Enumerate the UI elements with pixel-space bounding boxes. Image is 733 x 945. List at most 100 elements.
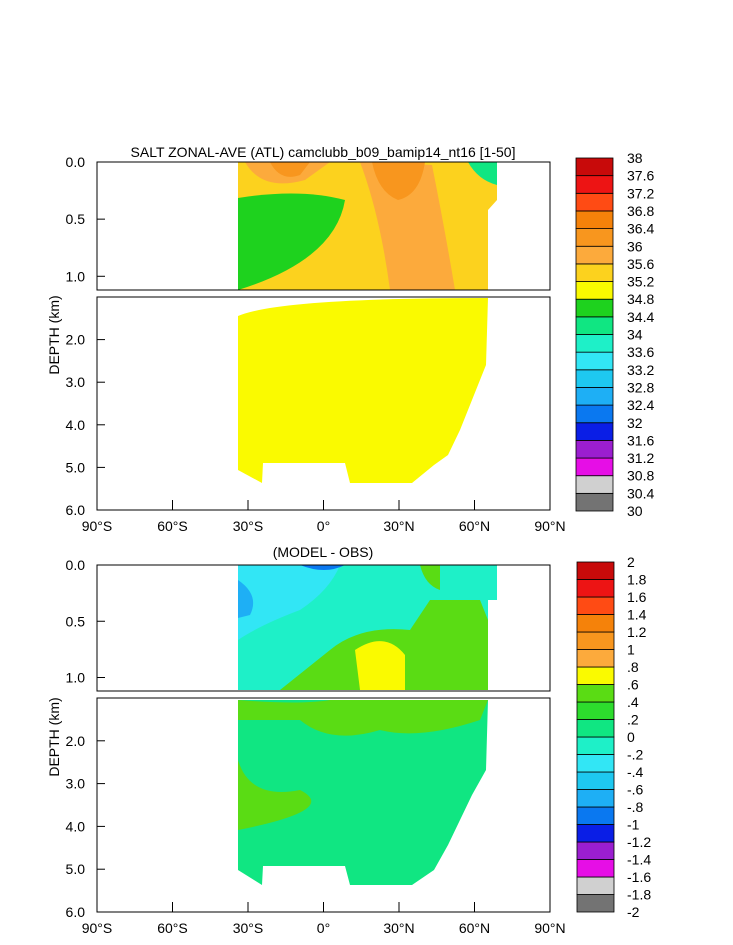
colorbar-label: .6 bbox=[627, 677, 639, 693]
colorbar-label: 30.4 bbox=[627, 485, 654, 501]
x-tick-label: 60°N bbox=[459, 518, 490, 534]
x-tick-label: 60°N bbox=[459, 920, 490, 936]
salinity-upper-frame bbox=[96, 161, 551, 291]
x-tick-label: 0° bbox=[317, 518, 330, 534]
colorbar-label: 33.2 bbox=[627, 362, 654, 378]
colorbar-swatch bbox=[575, 334, 614, 353]
colorbar-label: 32.4 bbox=[627, 397, 654, 413]
difference-panel: (MODEL - OBS) DEPTH (km) 90°S 60°S 30°S 0° 3… bbox=[46, 544, 651, 936]
colorbar-label: 38 bbox=[627, 150, 643, 166]
y-tick-label: 2.0 bbox=[66, 332, 86, 348]
colorbar-label: 30.8 bbox=[627, 468, 654, 484]
colorbar-label: 32.8 bbox=[627, 379, 654, 395]
colorbar-swatch bbox=[575, 316, 614, 335]
colorbar-label: 37.6 bbox=[627, 168, 654, 184]
y-tick-label: 4.0 bbox=[66, 818, 86, 834]
y-tick-label: 6.0 bbox=[66, 904, 86, 920]
y-tick-label: 3.0 bbox=[66, 776, 86, 792]
colorbar-swatch bbox=[575, 351, 614, 371]
colorbar-label: 32 bbox=[627, 415, 643, 431]
difference-field bbox=[238, 565, 497, 885]
colorbar-label: 1.8 bbox=[627, 572, 647, 588]
colorbar-swatch bbox=[576, 789, 615, 808]
y-tick-label: 2.0 bbox=[66, 733, 86, 749]
colorbar-swatch bbox=[575, 263, 614, 282]
salinity-title: SALT ZONAL-AVE (ATL) camclubb_b09_bamip1… bbox=[131, 144, 516, 160]
salinity-colorbar: 3837.637.236.836.43635.635.234.834.43433… bbox=[575, 150, 654, 519]
salinity-ylabel: DEPTH (km) bbox=[46, 295, 62, 374]
colorbar-swatch bbox=[575, 422, 614, 441]
colorbar-swatch bbox=[576, 579, 615, 598]
colorbar-swatch bbox=[576, 631, 615, 650]
difference-title: (MODEL - OBS) bbox=[273, 544, 374, 560]
colorbar-label: -.8 bbox=[627, 799, 644, 815]
colorbar-swatch bbox=[576, 754, 615, 773]
x-tick-label: 90°S bbox=[82, 920, 113, 936]
x-tick-label: 90°N bbox=[534, 920, 565, 936]
x-tick-label: 90°S bbox=[82, 518, 113, 534]
x-tick-label: 30°S bbox=[233, 518, 264, 534]
salinity-y-axis: 0.0 0.5 1.0 2.0 3.0 4.0 5.0 6.0 bbox=[66, 154, 105, 518]
colorbar-label: -.2 bbox=[627, 747, 644, 763]
colorbar-swatch bbox=[576, 561, 615, 580]
colorbar-swatch bbox=[576, 719, 615, 738]
colorbar-label: 34.8 bbox=[627, 291, 654, 307]
x-tick-label: 90°N bbox=[534, 518, 565, 534]
colorbar-swatch bbox=[576, 859, 615, 878]
y-tick-label: 5.0 bbox=[66, 459, 86, 475]
colorbar-label: 1.6 bbox=[627, 589, 647, 605]
colorbar-swatch bbox=[576, 876, 615, 895]
colorbar-label: -.6 bbox=[627, 782, 644, 798]
colorbar-label: 1.2 bbox=[627, 624, 647, 640]
colorbar-swatch bbox=[576, 684, 615, 703]
y-tick-label: 4.0 bbox=[66, 417, 86, 433]
colorbar-label: 36 bbox=[627, 238, 643, 254]
y-tick-label: 0.5 bbox=[66, 211, 86, 227]
colorbar-swatch bbox=[575, 192, 614, 212]
salinity-field bbox=[238, 162, 497, 483]
colorbar-label: -1 bbox=[627, 817, 640, 833]
x-tick-label: 30°N bbox=[383, 518, 414, 534]
colorbar-label: 37.2 bbox=[627, 185, 654, 201]
colorbar-swatch bbox=[575, 281, 614, 300]
colorbar-swatch bbox=[576, 806, 615, 825]
y-tick-label: 0.0 bbox=[66, 154, 86, 170]
colorbar-label: 36.4 bbox=[627, 221, 654, 237]
y-tick-label: 6.0 bbox=[66, 502, 86, 518]
x-tick-label: 60°S bbox=[157, 920, 188, 936]
colorbar-label: -1.8 bbox=[627, 887, 651, 903]
colorbar-label: 36.8 bbox=[627, 203, 654, 219]
colorbar-swatch bbox=[576, 614, 615, 633]
colorbar-swatch bbox=[575, 492, 614, 512]
colorbar-swatch bbox=[576, 649, 615, 668]
colorbar-label: -.4 bbox=[627, 764, 644, 780]
colorbar-swatch bbox=[576, 841, 615, 860]
colorbar-swatch bbox=[575, 228, 614, 247]
colorbar-label: -1.4 bbox=[627, 852, 651, 868]
y-tick-label: 1.0 bbox=[66, 670, 86, 686]
y-tick-label: 0.5 bbox=[66, 613, 86, 629]
colorbar-label: 34.4 bbox=[627, 309, 654, 325]
colorbar-swatch bbox=[576, 824, 615, 843]
y-tick-label: 1.0 bbox=[66, 268, 86, 284]
colorbar-label: 1 bbox=[627, 642, 635, 658]
x-tick-label: 30°N bbox=[383, 920, 414, 936]
colorbar-swatch bbox=[576, 666, 615, 685]
colorbar-swatch bbox=[575, 439, 614, 459]
colorbar-swatch bbox=[575, 175, 614, 194]
colorbar-label: 0 bbox=[627, 729, 635, 745]
salinity-panel: SALT ZONAL-AVE (ATL) camclubb_b09_bamip1… bbox=[46, 144, 654, 534]
colorbar-label: 35.2 bbox=[627, 274, 654, 290]
colorbar-label: -2 bbox=[627, 904, 640, 920]
colorbar-label: .8 bbox=[627, 659, 639, 675]
colorbar-swatch bbox=[575, 404, 614, 424]
colorbar-label: -1.6 bbox=[627, 869, 651, 885]
colorbar-swatch bbox=[575, 457, 614, 477]
colorbar-swatch bbox=[575, 157, 614, 177]
colorbar-label: 1.4 bbox=[627, 607, 647, 623]
colorbar-swatch bbox=[575, 369, 614, 388]
colorbar-swatch bbox=[575, 298, 614, 318]
colorbar-swatch bbox=[576, 736, 615, 755]
y-tick-label: 5.0 bbox=[66, 861, 86, 877]
